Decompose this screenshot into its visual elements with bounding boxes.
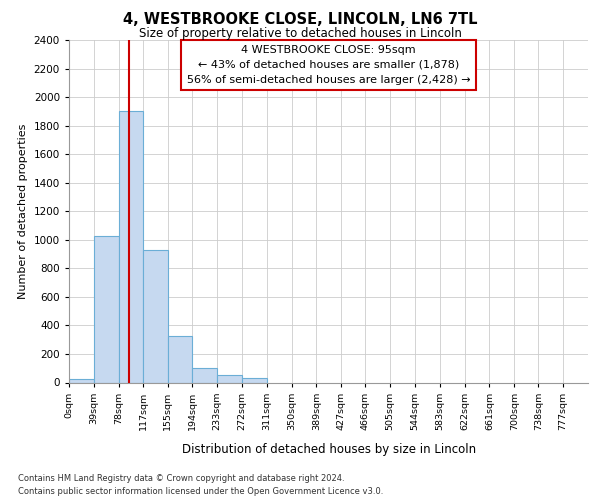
Text: Distribution of detached houses by size in Lincoln: Distribution of detached houses by size …	[182, 442, 476, 456]
Bar	[217, 374, 242, 382]
Bar	[119, 112, 143, 382]
Text: 4 WESTBROOKE CLOSE: 95sqm
← 43% of detached houses are smaller (1,878)
56% of se: 4 WESTBROOKE CLOSE: 95sqm ← 43% of detac…	[187, 45, 470, 84]
Bar	[167, 336, 193, 382]
Text: Contains HM Land Registry data © Crown copyright and database right 2024.: Contains HM Land Registry data © Crown c…	[18, 474, 344, 483]
Bar	[143, 250, 168, 382]
Y-axis label: Number of detached properties: Number of detached properties	[18, 124, 28, 299]
Text: Size of property relative to detached houses in Lincoln: Size of property relative to detached ho…	[139, 28, 461, 40]
Text: Contains public sector information licensed under the Open Government Licence v3: Contains public sector information licen…	[18, 488, 383, 496]
Bar	[193, 368, 217, 382]
Text: 4, WESTBROOKE CLOSE, LINCOLN, LN6 7TL: 4, WESTBROOKE CLOSE, LINCOLN, LN6 7TL	[123, 12, 477, 28]
Bar	[242, 378, 267, 382]
Bar	[94, 236, 119, 382]
Bar	[69, 379, 94, 382]
